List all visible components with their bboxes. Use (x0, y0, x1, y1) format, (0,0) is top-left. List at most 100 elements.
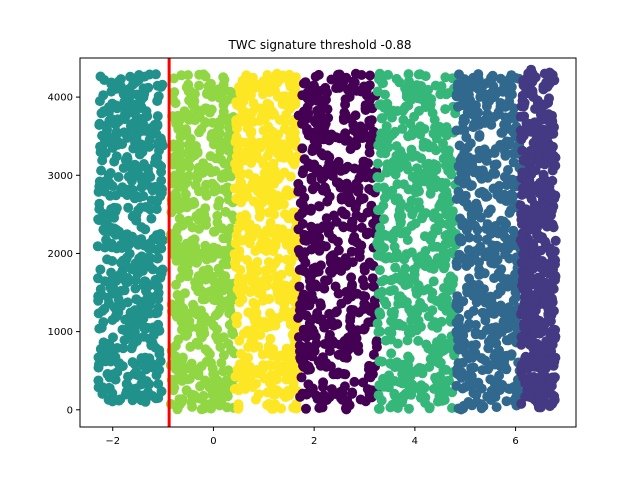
data-point (466, 180, 477, 191)
data-point (526, 194, 537, 205)
data-point (104, 338, 115, 349)
data-point (113, 172, 124, 182)
data-point (225, 223, 236, 234)
data-point (363, 167, 374, 178)
data-point (262, 387, 273, 398)
data-point (533, 102, 544, 113)
data-point (322, 196, 333, 207)
data-point (371, 214, 382, 225)
data-point (92, 241, 103, 252)
data-point (479, 144, 490, 155)
data-point (297, 143, 308, 154)
data-point (505, 82, 516, 93)
data-point (346, 291, 357, 302)
data-point (122, 232, 133, 243)
data-point (193, 214, 204, 225)
data-point (206, 317, 216, 328)
data-point (247, 72, 258, 83)
data-point (123, 381, 134, 392)
data-point (273, 129, 284, 140)
data-point (126, 264, 137, 275)
data-point (491, 349, 502, 360)
data-point (411, 150, 422, 161)
data-point (466, 363, 477, 373)
data-point (172, 223, 183, 234)
data-point (270, 281, 281, 292)
data-point (111, 151, 122, 162)
data-point (248, 98, 259, 109)
data-point (244, 361, 255, 372)
data-point (174, 394, 185, 405)
data-point (231, 118, 242, 129)
data-point (279, 167, 290, 178)
data-point (277, 91, 288, 102)
data-point (492, 189, 503, 200)
data-point (257, 295, 268, 306)
data-point (151, 393, 161, 404)
data-point (246, 126, 257, 137)
data-point (290, 134, 301, 145)
data-point (483, 343, 494, 354)
data-point (107, 396, 118, 407)
data-point (372, 318, 383, 329)
data-point (367, 273, 378, 284)
data-point (477, 165, 488, 176)
data-point (278, 351, 289, 362)
data-point (359, 298, 370, 309)
data-point (406, 220, 417, 231)
x-tick-label: 6 (512, 436, 518, 447)
data-point (215, 285, 226, 296)
data-point (542, 156, 553, 167)
data-point (381, 121, 392, 132)
data-point (470, 348, 481, 359)
data-point (499, 356, 510, 367)
data-point (147, 338, 158, 349)
data-point (379, 381, 389, 392)
data-point (433, 215, 444, 225)
data-point (482, 191, 493, 202)
data-point (123, 371, 133, 382)
data-point (377, 78, 388, 89)
data-point (194, 127, 205, 138)
data-point (200, 240, 211, 251)
data-point (189, 198, 200, 209)
data-point (547, 141, 558, 152)
data-point (394, 377, 405, 388)
data-point (483, 208, 494, 218)
data-point (124, 318, 135, 329)
data-point (347, 216, 357, 227)
data-point (187, 222, 198, 233)
data-point (333, 177, 344, 188)
data-point (418, 137, 429, 148)
data-point (386, 189, 397, 200)
data-point (499, 279, 510, 290)
data-point (303, 379, 314, 390)
data-point (397, 123, 408, 134)
data-point (398, 105, 409, 116)
data-point (390, 262, 401, 273)
data-point (371, 337, 382, 348)
data-point (243, 169, 254, 179)
data-point (398, 298, 409, 309)
data-point (94, 323, 105, 334)
data-point (204, 107, 215, 118)
data-point (138, 118, 148, 129)
data-point (231, 97, 242, 108)
data-point (173, 139, 184, 150)
data-point (179, 255, 189, 266)
data-point (200, 344, 211, 355)
data-point (127, 79, 138, 90)
data-point (442, 238, 453, 249)
data-point (177, 375, 188, 386)
data-point (320, 82, 331, 93)
data-point (279, 233, 290, 244)
data-point (548, 360, 559, 371)
data-point (198, 390, 209, 401)
data-point (399, 155, 410, 165)
data-point (460, 381, 471, 392)
data-point (384, 326, 394, 337)
data-point (364, 147, 375, 158)
data-point (181, 385, 192, 396)
data-point (146, 213, 157, 224)
data-point (282, 185, 292, 196)
